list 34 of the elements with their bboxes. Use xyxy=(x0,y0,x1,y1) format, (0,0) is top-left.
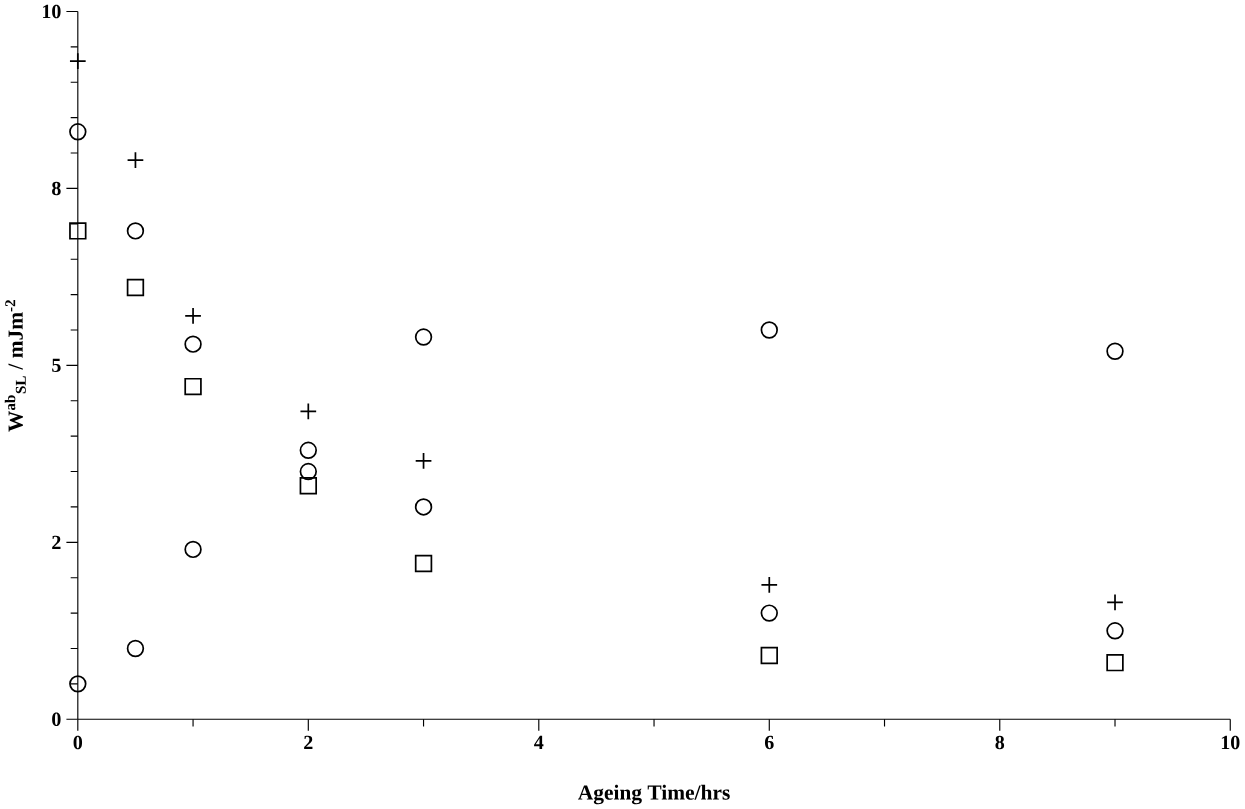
y-axis-title: W$^{ab}$$_{SL}$ / mJm$^{-2}$ xyxy=(4,300,26,432)
point xyxy=(414,328,433,346)
x-tick-label: 2 xyxy=(304,735,313,749)
point xyxy=(299,462,318,481)
x-tick-label: 8 xyxy=(995,735,1005,750)
point xyxy=(760,321,778,339)
point xyxy=(126,278,145,297)
point xyxy=(69,222,87,240)
x-axis-title: Ageing Time/hrs xyxy=(578,784,730,805)
y-tick-label: 2 xyxy=(52,535,61,549)
point xyxy=(299,441,318,459)
x-tick-label: 4 xyxy=(534,735,544,749)
x-tick-label: 10 xyxy=(1221,735,1240,750)
x-tick-label: 6 xyxy=(764,735,774,750)
point xyxy=(414,554,433,573)
point xyxy=(184,335,202,353)
point xyxy=(1106,342,1124,360)
point xyxy=(1106,622,1124,640)
point xyxy=(69,123,87,141)
point xyxy=(760,646,778,665)
y-tick-label: 5 xyxy=(52,358,61,373)
point xyxy=(126,639,145,658)
y-tick-label: 8 xyxy=(52,181,61,196)
point xyxy=(414,498,433,516)
y-tick-label: 0 xyxy=(52,712,61,726)
point xyxy=(126,222,145,240)
x-tick-label: 0 xyxy=(73,735,83,750)
point xyxy=(69,675,87,693)
point xyxy=(184,540,202,559)
point xyxy=(299,476,318,495)
y-tick-label: 10 xyxy=(42,4,61,19)
point xyxy=(1106,653,1124,672)
point xyxy=(760,604,778,622)
point xyxy=(184,377,202,396)
